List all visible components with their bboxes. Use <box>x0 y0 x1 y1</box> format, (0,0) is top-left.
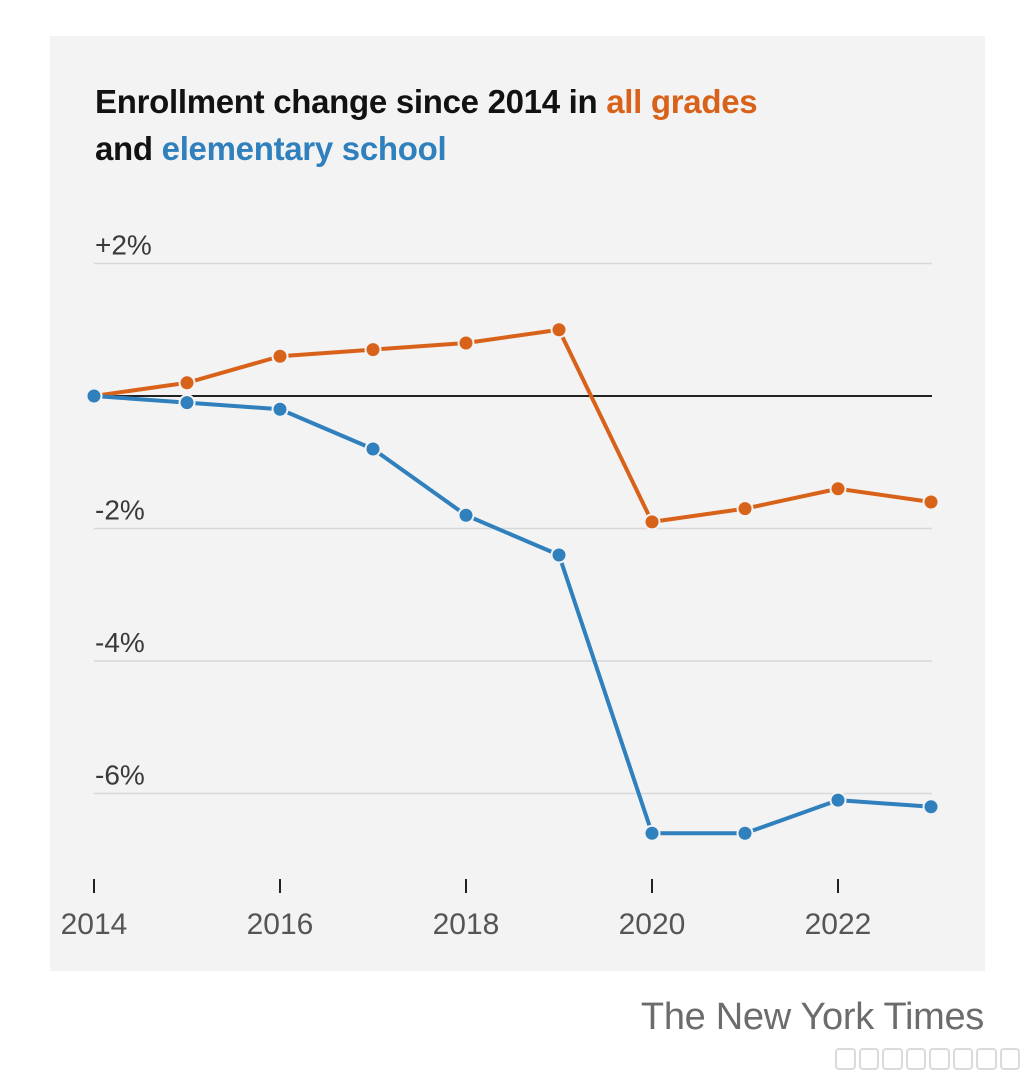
data-point-all-grades <box>736 500 754 518</box>
x-tick-label: 2020 <box>619 908 686 941</box>
title-prefix: Enrollment change since 2014 in <box>95 83 607 120</box>
data-point-all-grades <box>643 513 661 531</box>
x-tick-label: 2014 <box>61 908 128 941</box>
data-point-all-grades <box>550 321 568 339</box>
data-point-elementary <box>550 546 568 564</box>
x-tick-label: 2022 <box>805 908 872 941</box>
data-point-elementary <box>364 440 382 458</box>
data-point-all-grades <box>271 347 289 365</box>
data-point-elementary <box>643 824 661 842</box>
y-tick-label: +2% <box>95 230 152 261</box>
series-line-all-grades <box>92 327 933 524</box>
y-tick-label: -2% <box>95 495 145 526</box>
x-tick-label: 2018 <box>433 908 500 941</box>
series-line-elementary <box>92 394 933 836</box>
data-point-elementary <box>736 824 754 842</box>
y-tick-label: -4% <box>95 627 145 658</box>
data-point-elementary <box>178 394 196 412</box>
data-point-elementary <box>457 506 475 524</box>
title-series-all-grades: all grades <box>606 83 758 120</box>
publisher-credit: The New York Times <box>640 996 984 1038</box>
data-point-elementary <box>85 387 103 405</box>
data-point-all-grades <box>829 480 847 498</box>
data-point-all-grades <box>364 341 382 359</box>
title-series-elementary: elementary school <box>161 130 447 167</box>
data-point-elementary <box>829 791 847 809</box>
x-tick-label: 2016 <box>247 908 314 941</box>
chart-card: Enrollment change since 2014 in all grad… <box>50 36 985 971</box>
title-connector: and <box>95 130 162 167</box>
y-tick-label: -6% <box>95 760 145 791</box>
data-point-all-grades <box>922 493 940 511</box>
chart-title: Enrollment change since 2014 in all grad… <box>95 78 955 172</box>
data-point-all-grades <box>457 334 475 352</box>
data-point-elementary <box>922 798 940 816</box>
data-point-all-grades <box>178 374 196 392</box>
watermark-mark <box>835 1048 1020 1070</box>
data-point-elementary <box>271 400 289 418</box>
